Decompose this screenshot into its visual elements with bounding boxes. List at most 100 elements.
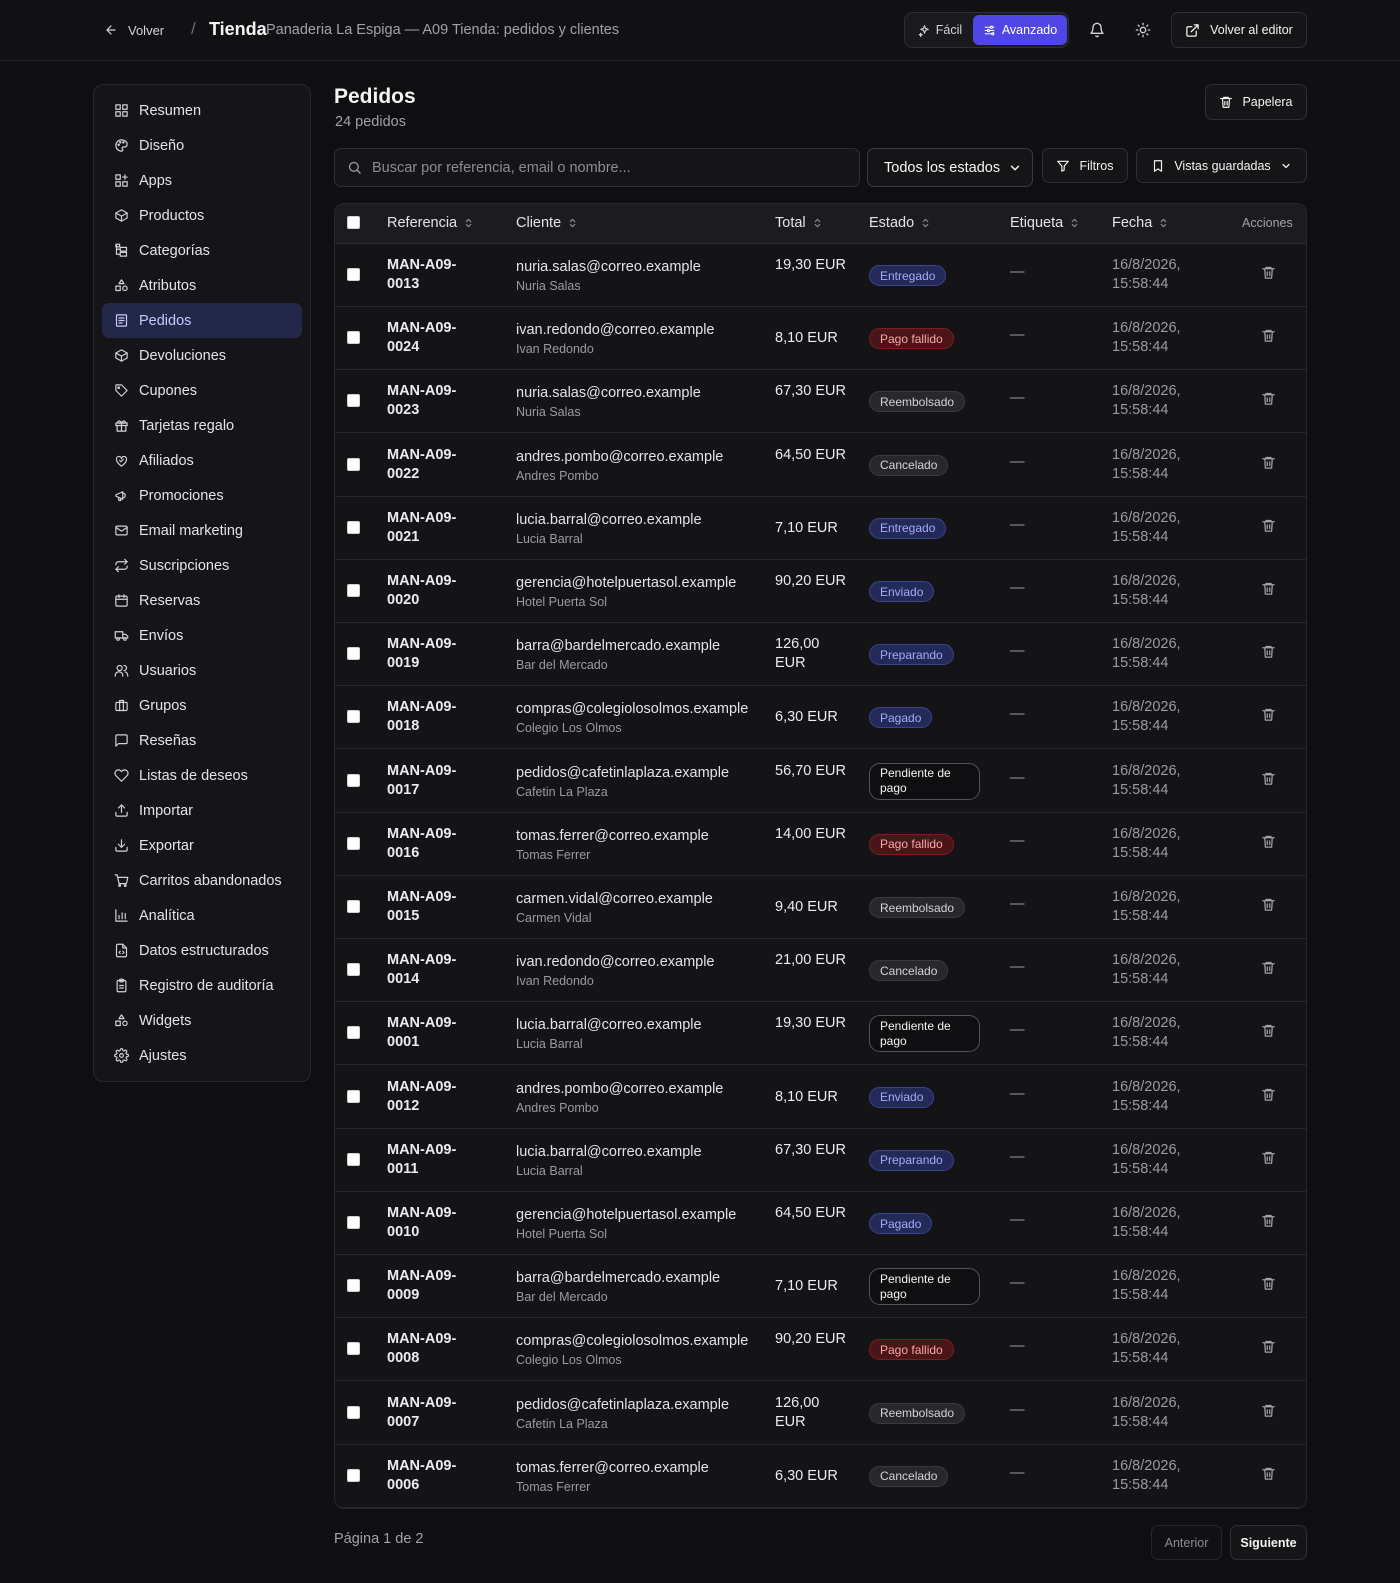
select-all-checkbox[interactable] xyxy=(347,216,360,229)
row-checkbox[interactable] xyxy=(347,457,360,471)
filters-button[interactable]: Filtros xyxy=(1042,148,1128,183)
column-status[interactable]: Estado xyxy=(869,215,931,231)
table-row[interactable]: MAN-A09-0022 andres.pombo@correo.example A… xyxy=(335,434,1306,497)
order-reference[interactable]: MAN-A09-0021 xyxy=(387,509,457,545)
order-reference[interactable]: MAN-A09-0015 xyxy=(387,889,457,924)
order-reference[interactable]: MAN-A09-0020 xyxy=(387,573,457,608)
saved-views-button[interactable]: Vistas guardadas xyxy=(1136,148,1307,183)
table-row[interactable]: MAN-A09-0007 pedidos@cafetinlaplaza.examp… xyxy=(335,1382,1306,1445)
row-checkbox[interactable] xyxy=(347,268,360,281)
column-reference[interactable]: Referencia xyxy=(387,215,474,231)
sidebar-item[interactable]: Diseño xyxy=(102,128,302,163)
table-row[interactable]: MAN-A09-0008 compras@colegiolosolmos.exam… xyxy=(335,1318,1306,1382)
back-button[interactable]: Volver xyxy=(104,18,164,42)
row-checkbox[interactable] xyxy=(347,331,360,345)
row-checkbox[interactable] xyxy=(347,520,360,534)
row-checkbox[interactable] xyxy=(347,394,360,408)
sidebar-item[interactable]: Exportar xyxy=(102,828,302,863)
delete-icon[interactable] xyxy=(1261,1213,1276,1228)
column-client[interactable]: Cliente xyxy=(516,215,578,231)
sidebar-item[interactable]: Promociones xyxy=(102,478,302,513)
order-reference[interactable]: MAN-A09-0009 xyxy=(387,1268,457,1304)
order-reference[interactable]: MAN-A09-0023 xyxy=(387,383,457,419)
previous-page-button[interactable]: Anterior xyxy=(1151,1525,1222,1560)
row-checkbox[interactable] xyxy=(347,963,360,977)
table-row[interactable]: MAN-A09-0020 gerencia@hotelpuertasol.exam… xyxy=(335,560,1306,623)
trash-button[interactable]: Papelera xyxy=(1205,84,1307,120)
delete-icon[interactable] xyxy=(1261,834,1276,849)
row-checkbox[interactable] xyxy=(347,710,360,724)
delete-icon[interactable] xyxy=(1261,1339,1276,1354)
sidebar-item[interactable]: Carritos abandonados xyxy=(102,863,302,898)
order-reference[interactable]: MAN-A09-0013 xyxy=(387,257,457,292)
delete-icon[interactable] xyxy=(1261,707,1276,722)
order-reference[interactable]: MAN-A09-0010 xyxy=(387,1205,457,1240)
order-reference[interactable]: MAN-A09-0019 xyxy=(387,636,457,672)
delete-icon[interactable] xyxy=(1261,1023,1276,1038)
delete-icon[interactable] xyxy=(1261,644,1276,659)
row-checkbox[interactable] xyxy=(347,1026,360,1040)
sidebar-item[interactable]: Importar xyxy=(102,793,302,828)
table-row[interactable]: MAN-A09-0013 nuria.salas@correo.example Nu… xyxy=(335,244,1306,307)
theme-toggle-button[interactable] xyxy=(1131,18,1155,42)
column-date[interactable]: Fecha xyxy=(1112,215,1169,231)
delete-icon[interactable] xyxy=(1261,391,1276,406)
sidebar-item[interactable]: Datos estructurados xyxy=(102,933,302,968)
delete-icon[interactable] xyxy=(1261,265,1276,280)
delete-icon[interactable] xyxy=(1261,1087,1276,1102)
order-reference[interactable]: MAN-A09-0024 xyxy=(387,320,457,356)
table-row[interactable]: MAN-A09-0014 ivan.redondo@correo.example I… xyxy=(335,939,1306,1003)
status-filter-select[interactable]: Todos los estados xyxy=(867,148,1033,187)
delete-icon[interactable] xyxy=(1261,581,1276,596)
row-checkbox[interactable] xyxy=(347,1342,360,1356)
sidebar-item[interactable]: Productos xyxy=(102,198,302,233)
row-checkbox[interactable] xyxy=(347,900,360,913)
sidebar-item[interactable]: Reseñas xyxy=(102,723,302,758)
column-tag[interactable]: Etiqueta xyxy=(1010,215,1080,231)
row-checkbox[interactable] xyxy=(347,1468,360,1482)
table-row[interactable]: MAN-A09-0018 compras@colegiolosolmos.exam… xyxy=(335,686,1306,750)
sidebar-item[interactable]: Tarjetas regalo xyxy=(102,408,302,443)
table-row[interactable]: MAN-A09-0024 ivan.redondo@correo.example I… xyxy=(335,307,1306,371)
table-row[interactable]: MAN-A09-0019 barra@bardelmercado.example B… xyxy=(335,623,1306,687)
sidebar-item[interactable]: Registro de auditoría xyxy=(102,968,302,1003)
delete-icon[interactable] xyxy=(1261,328,1276,343)
delete-icon[interactable] xyxy=(1261,1150,1276,1165)
row-checkbox[interactable] xyxy=(347,1216,360,1229)
table-row[interactable]: MAN-A09-0017 pedidos@cafetinlaplaza.examp… xyxy=(335,750,1306,813)
sidebar-item[interactable]: Apps xyxy=(102,163,302,198)
order-reference[interactable]: MAN-A09-0011 xyxy=(387,1141,457,1177)
table-row[interactable]: MAN-A09-0010 gerencia@hotelpuertasol.exam… xyxy=(335,1192,1306,1255)
sidebar-item[interactable]: Resumen xyxy=(102,93,302,128)
sidebar-item[interactable]: Atributos xyxy=(102,268,302,303)
row-checkbox[interactable] xyxy=(347,647,360,661)
column-total[interactable]: Total xyxy=(775,215,823,231)
order-reference[interactable]: MAN-A09-0012 xyxy=(387,1078,457,1114)
notifications-button[interactable] xyxy=(1085,18,1109,42)
back-to-editor-button[interactable]: Volver al editor xyxy=(1171,12,1307,48)
row-checkbox[interactable] xyxy=(347,584,360,597)
sidebar-item[interactable]: Devoluciones xyxy=(102,338,302,373)
delete-icon[interactable] xyxy=(1261,771,1276,786)
sidebar-item[interactable]: Listas de deseos xyxy=(102,758,302,793)
sidebar-item[interactable]: Email marketing xyxy=(102,513,302,548)
sidebar-item[interactable]: Grupos xyxy=(102,688,302,723)
table-row[interactable]: MAN-A09-0012 andres.pombo@correo.example A… xyxy=(335,1066,1306,1129)
delete-icon[interactable] xyxy=(1261,1403,1276,1418)
row-checkbox[interactable] xyxy=(347,836,360,850)
sidebar-item[interactable]: Analítica xyxy=(102,898,302,933)
table-row[interactable]: MAN-A09-0009 barra@bardelmercado.example B… xyxy=(335,1255,1306,1319)
order-reference[interactable]: MAN-A09-0018 xyxy=(387,699,457,735)
sidebar-item[interactable]: Categorías xyxy=(102,233,302,268)
sidebar-item[interactable]: Afiliados xyxy=(102,443,302,478)
row-checkbox[interactable] xyxy=(347,1089,360,1103)
delete-icon[interactable] xyxy=(1261,1276,1276,1291)
order-reference[interactable]: MAN-A09-0022 xyxy=(387,446,457,482)
table-row[interactable]: MAN-A09-0001 lucia.barral@correo.example L… xyxy=(335,1002,1306,1066)
row-checkbox[interactable] xyxy=(347,1405,360,1419)
mode-easy-button[interactable]: Fácil xyxy=(909,16,971,44)
row-checkbox[interactable] xyxy=(347,773,360,787)
sidebar-item[interactable]: Envíos xyxy=(102,618,302,653)
sidebar-item[interactable]: Cupones xyxy=(102,373,302,408)
sidebar-item[interactable]: Reservas xyxy=(102,583,302,618)
